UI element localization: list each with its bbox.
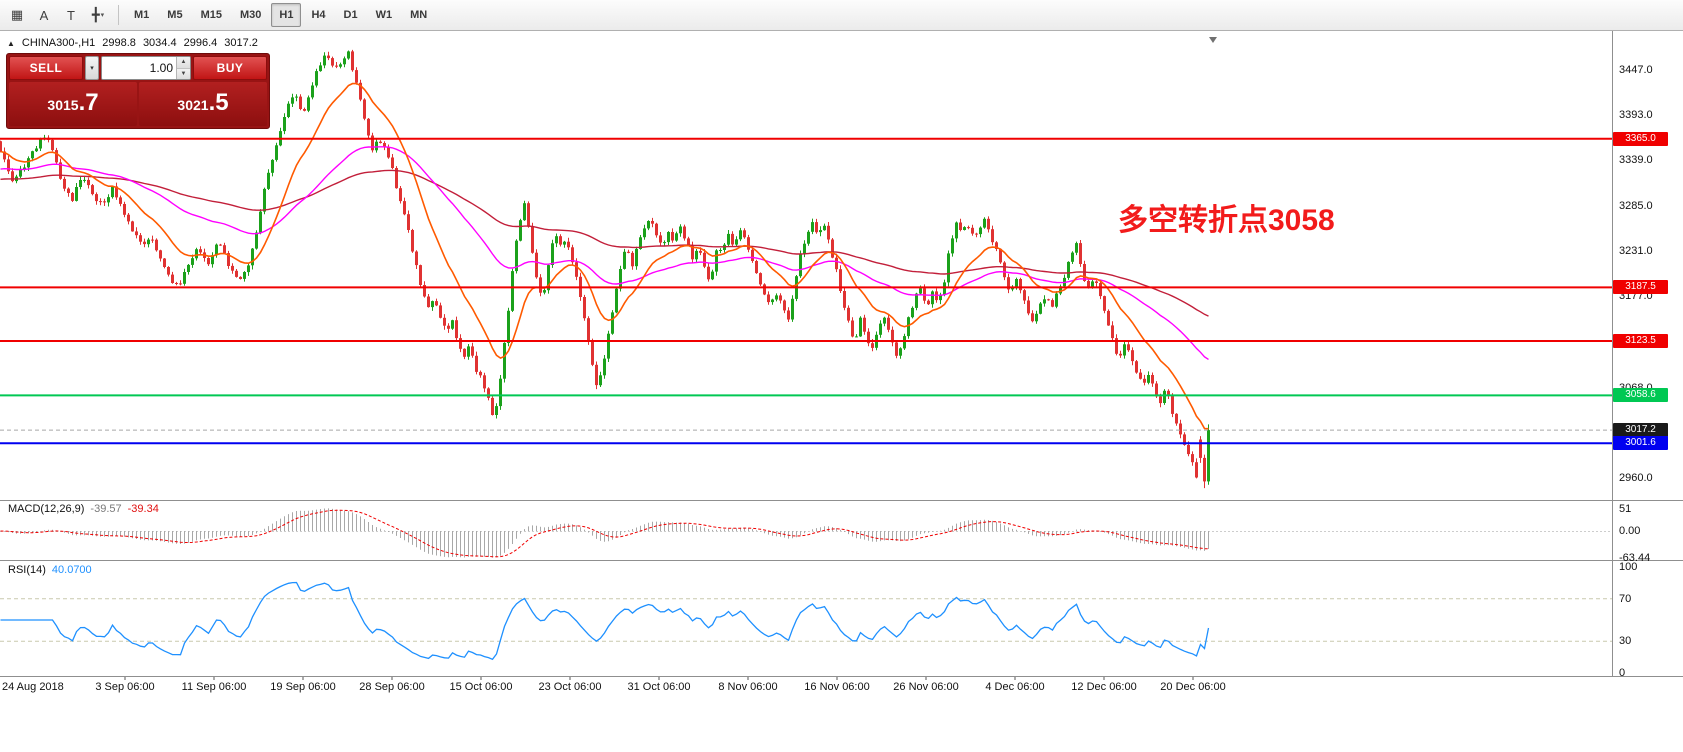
text-tool-button[interactable]: T — [67, 7, 75, 23]
sell-button[interactable]: SELL — [9, 56, 83, 80]
chart-shift-marker — [1209, 37, 1217, 43]
price-scale-label: 3393.0 — [1619, 109, 1653, 122]
moving-averages-layer — [0, 82, 1209, 430]
time-axis-label: 8 Nov 06:00 — [718, 681, 778, 693]
chart-title: CHINA300-,H1 — [21, 37, 96, 49]
timeframe-button-M5[interactable]: M5 — [167, 9, 183, 21]
macd-value-signal: -39.34 — [127, 503, 159, 515]
volume-spinner: ▲ ▼ — [176, 57, 190, 79]
horizontal-levels-layer — [0, 137, 1612, 445]
ohlc-high: 3034.4 — [142, 37, 177, 49]
annotation-a-button[interactable]: A — [39, 7, 49, 23]
rsi-scale-label: 0 — [1619, 667, 1626, 679]
price-tag-3123.5: 3123.5 — [1613, 334, 1668, 349]
macd-scale-label: 51 — [1619, 502, 1632, 515]
sell-price-display[interactable]: 3015 .7 — [9, 82, 137, 126]
buy-price-main: 3021 — [177, 97, 209, 113]
dropdown-caret-icon: ▾ — [100, 12, 105, 19]
price-scale-label: 3447.0 — [1619, 64, 1653, 76]
one-click-trading-panel: SELL ▾ ▲ ▼ BUY 3015 .7 3021 .5 — [6, 53, 270, 129]
timeframe-button-D1[interactable]: D1 — [343, 9, 358, 21]
time-axis-label: 16 Nov 06:00 — [804, 681, 870, 693]
toolbar-separator — [118, 5, 119, 25]
macd-indicator-label: MACD(12,26,9) -39.57 -39.34 — [8, 503, 159, 515]
timeframe-button-MN[interactable]: MN — [410, 9, 428, 21]
rsi-scale-label: 70 — [1619, 592, 1632, 605]
timeframe-group: M1 M5 M15 M30 H1 H4 D1 W1 MN — [126, 3, 435, 27]
time-axis-label: 4 Dec 06:00 — [985, 681, 1045, 693]
time-axis-label: 24 Aug 2018 — [2, 681, 64, 693]
toolbar-icon-group: ▦ A T ╋ ▾ — [4, 2, 111, 28]
time-axis-label: 12 Dec 06:00 — [1071, 681, 1137, 693]
rsi-scale-label: 30 — [1619, 635, 1632, 648]
buy-price-fraction: .5 — [208, 89, 229, 116]
sell-options-caret[interactable]: ▾ — [85, 56, 99, 80]
rsi-name: RSI(14) — [8, 564, 46, 576]
volume-input[interactable] — [102, 57, 176, 79]
rsi-layer — [0, 581, 1612, 661]
macd-scale-label: -63.44 — [1619, 552, 1651, 565]
collapse-trade-panel-icon[interactable]: ▲ — [7, 38, 15, 48]
timeframe-button-M1[interactable]: M1 — [134, 9, 150, 21]
sell-price-main: 3015 — [47, 97, 79, 113]
price-scale-label: 3231.0 — [1619, 244, 1653, 257]
volume-field-group: ▲ ▼ — [101, 56, 191, 80]
volume-increase-button[interactable]: ▲ — [177, 57, 190, 69]
macd-scale-label: 0.00 — [1619, 525, 1641, 537]
chart-header: ▲ CHINA300-,H1 2998.8 3034.4 2996.4 3017… — [7, 37, 258, 49]
timeframe-button-W1[interactable]: W1 — [375, 9, 393, 21]
price-tag-3001.6: 3001.6 — [1613, 436, 1668, 451]
line-studies-button[interactable]: ╋ ▾ — [91, 7, 105, 22]
price-axis[interactable] — [1613, 31, 1683, 676]
toolbar: ▦ A T ╋ ▾ M1 M5 M15 M30 H1 H4 D1 W1 MN — [0, 0, 1683, 31]
time-axis-label: 31 Oct 06:00 — [627, 681, 691, 693]
chart-area: ▲ CHINA300-,H1 2998.8 3034.4 2996.4 3017… — [0, 31, 1683, 752]
time-axis-label: 11 Sep 06:00 — [181, 681, 247, 693]
buy-button[interactable]: BUY — [193, 56, 267, 80]
rsi-value: 40.0700 — [51, 564, 92, 576]
time-axis-label: 19 Sep 06:00 — [270, 681, 336, 693]
time-axis-label: 23 Oct 06:00 — [538, 681, 602, 693]
rsi-indicator-label: RSI(14) 40.0700 — [8, 564, 92, 576]
ohlc-close: 3017.2 — [224, 37, 258, 49]
price-scale-label: 3285.0 — [1619, 199, 1653, 212]
sell-price-fraction: .7 — [78, 89, 99, 116]
timeframe-button-M15[interactable]: M15 — [200, 9, 222, 21]
timeframe-button-H1[interactable]: H1 — [271, 3, 302, 27]
time-axis-label: 26 Nov 06:00 — [893, 681, 959, 693]
rsi-scale-label: 100 — [1619, 561, 1638, 573]
macd-layer — [0, 508, 1612, 558]
price-scale-label: 2960.0 — [1619, 472, 1653, 484]
timeframe-button-H4[interactable]: H4 — [311, 9, 326, 21]
time-axis-label: 28 Sep 06:00 — [359, 681, 425, 693]
ohlc-open: 2998.8 — [102, 37, 136, 49]
timeframe-button-M30[interactable]: M30 — [239, 9, 262, 21]
volume-decrease-button[interactable]: ▼ — [177, 68, 190, 79]
chart-plot-surface[interactable] — [0, 31, 1683, 752]
chart-annotation-text[interactable]: 多空转折点3058 — [1118, 204, 1335, 237]
time-axis-label: 20 Dec 06:00 — [1160, 681, 1226, 693]
price-tag-3017.2: 3017.2 — [1613, 423, 1668, 438]
price-scale-label: 3339.0 — [1619, 154, 1653, 167]
panel-separators — [0, 31, 1683, 680]
time-axis-label: 15 Oct 06:00 — [449, 681, 513, 693]
price-tag-3365.0: 3365.0 — [1613, 131, 1668, 146]
ohlc-low: 2996.4 — [183, 37, 218, 49]
price-tag-3187.5: 3187.5 — [1613, 280, 1668, 295]
tick-chart-button[interactable]: ▦ — [10, 7, 24, 22]
buy-price-display[interactable]: 3021 .5 — [139, 82, 267, 126]
macd-value-main: -39.57 — [90, 503, 122, 515]
candles-layer — [0, 49, 1210, 489]
macd-name: MACD(12,26,9) — [8, 503, 85, 515]
price-tag-3058.6: 3058.6 — [1613, 388, 1668, 403]
time-axis-label: 3 Sep 06:00 — [95, 681, 155, 693]
